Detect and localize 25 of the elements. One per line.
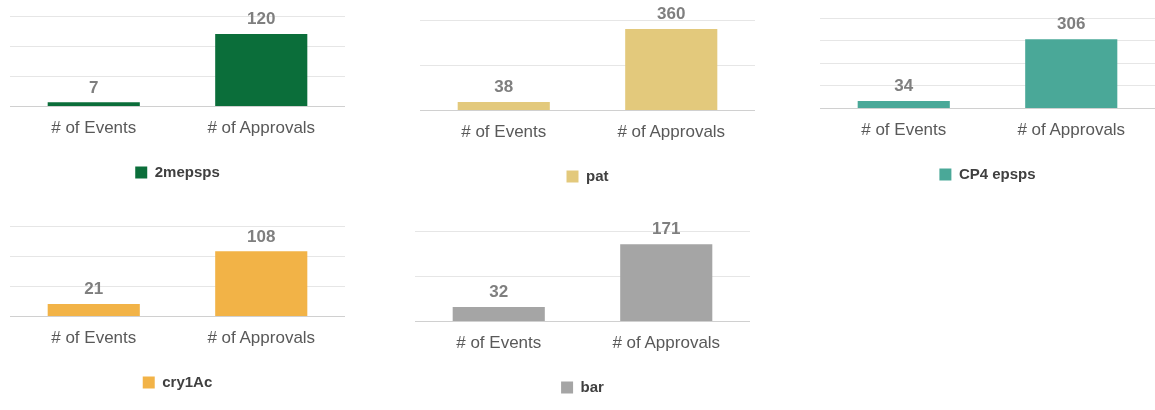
x-tick-label: # of Events bbox=[456, 333, 542, 353]
x-tick-label: # of Events bbox=[861, 120, 947, 140]
data-label: 306 bbox=[1057, 14, 1086, 34]
x-tick-label: # of Events bbox=[51, 328, 137, 348]
x-tick-label: # of Approvals bbox=[612, 333, 721, 353]
data-label: 32 bbox=[489, 282, 509, 302]
legend-label: 2mepsps bbox=[154, 162, 220, 180]
data-label: 34 bbox=[894, 76, 914, 96]
x-tick-label: # of Events bbox=[461, 122, 547, 142]
legend-label: CP4 epsps bbox=[958, 164, 1036, 182]
legend-label: cry1Ac bbox=[162, 372, 213, 390]
data-label: 21 bbox=[84, 279, 104, 299]
legend-label: pat bbox=[586, 166, 609, 184]
x-tick-label: # of Approvals bbox=[1017, 120, 1126, 140]
x-tick-label: # of Approvals bbox=[617, 122, 726, 142]
legend-label: bar bbox=[580, 377, 605, 395]
data-label: 108 bbox=[247, 226, 276, 246]
data-label: 360 bbox=[657, 4, 686, 24]
x-tick-label: # of Approvals bbox=[207, 328, 316, 348]
x-tick-label: # of Events bbox=[51, 118, 137, 138]
data-label: 38 bbox=[494, 77, 514, 97]
data-label: 7 bbox=[89, 77, 99, 97]
x-tick-label: # of Approvals bbox=[207, 118, 316, 138]
data-label: 120 bbox=[247, 9, 276, 29]
data-label: 171 bbox=[652, 219, 681, 239]
